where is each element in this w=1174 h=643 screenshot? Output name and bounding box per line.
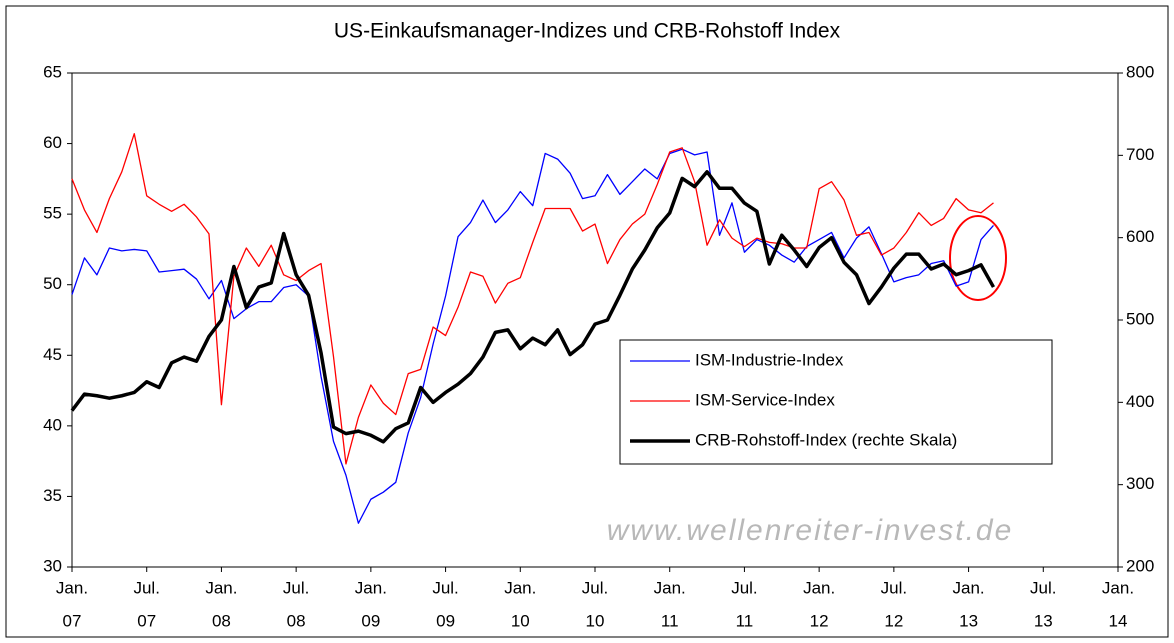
x-tick-label: Jan. (654, 578, 686, 597)
x-tick-label: 09 (436, 611, 455, 630)
x-tick-label: 08 (212, 611, 231, 630)
x-tick-label: 13 (1034, 611, 1053, 630)
highlight-ellipse (949, 215, 1007, 301)
x-tick-label: Jan. (355, 578, 387, 597)
y-tick-label: 55 (43, 204, 62, 223)
x-tick-label: 13 (959, 611, 978, 630)
x-tick-label: 11 (661, 611, 679, 630)
y2-tick-label: 400 (1126, 392, 1154, 411)
x-tick-label: Jan. (205, 578, 237, 597)
series-line (71, 133, 994, 465)
y-tick-label: 45 (43, 345, 62, 364)
legend-box (619, 339, 1053, 465)
chart-border (5, 5, 1169, 638)
y-tick-label: 30 (43, 556, 62, 575)
y2-tick-label: 700 (1126, 145, 1154, 164)
x-tick-label: 10 (511, 611, 530, 630)
x-tick-label: 12 (810, 611, 829, 630)
x-tick-label: Jan. (504, 578, 536, 597)
y-tick-label: 35 (43, 486, 62, 505)
y-tick-label: 65 (43, 62, 62, 81)
x-tick-label: Jul. (1030, 578, 1056, 597)
y2-tick-label: 500 (1126, 309, 1154, 328)
y2-tick-label: 800 (1126, 62, 1154, 81)
x-tick-label: 07 (63, 611, 82, 630)
legend-label: CRB-Rohstoff-Index (rechte Skala) (695, 430, 957, 449)
y-tick-label: 40 (43, 415, 62, 434)
x-tick-label: Jul. (881, 578, 907, 597)
x-tick-label: Jan. (953, 578, 985, 597)
x-tick-label: Jul. (432, 578, 458, 597)
x-tick-label: Jan. (803, 578, 835, 597)
x-tick-label: 12 (884, 611, 903, 630)
x-tick-label: 10 (586, 611, 605, 630)
chart-title: US-Einkaufsmanager-Indizes und CRB-Rohst… (334, 20, 841, 43)
x-tick-label: 09 (361, 611, 380, 630)
watermark: www.wellenreiter-invest.de (607, 514, 1014, 547)
legend-label: ISM-Industrie-Index (695, 350, 844, 369)
x-tick-label: Jan. (56, 578, 88, 597)
y-tick-label: 50 (43, 274, 62, 293)
x-tick-label: Jul. (582, 578, 608, 597)
y2-tick-label: 200 (1126, 556, 1154, 575)
y-tick-label: 60 (43, 133, 62, 152)
y2-tick-label: 600 (1126, 227, 1154, 246)
x-tick-label: Jul. (731, 578, 757, 597)
x-tick-label: Jul. (133, 578, 159, 597)
x-tick-label: Jan. (1102, 578, 1134, 597)
series-line (70, 170, 996, 444)
x-tick-label: Jul. (283, 578, 309, 597)
x-tick-label: 08 (287, 611, 306, 630)
x-tick-label: 11 (736, 611, 754, 630)
x-tick-label: 14 (1109, 611, 1128, 630)
series-line (71, 148, 994, 524)
legend-label: ISM-Service-Index (695, 390, 835, 409)
x-tick-label: 07 (137, 611, 156, 630)
y2-tick-label: 300 (1126, 474, 1154, 493)
